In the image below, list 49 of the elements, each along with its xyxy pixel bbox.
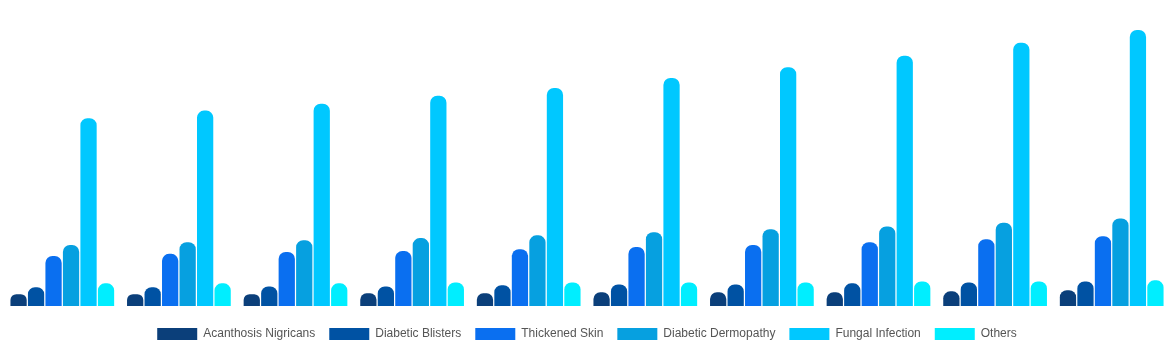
bar	[1129, 30, 1147, 306]
bar	[896, 55, 913, 306]
bar	[529, 235, 546, 306]
bar	[313, 103, 330, 306]
legend-label: Others	[980, 326, 1017, 341]
bar	[546, 87, 564, 306]
bar	[628, 246, 645, 306]
bar	[914, 281, 931, 306]
bar	[430, 95, 447, 306]
bar	[762, 229, 779, 306]
bar	[861, 242, 878, 306]
bar	[412, 238, 429, 306]
bar	[680, 282, 698, 306]
bar	[45, 256, 62, 306]
bar	[447, 282, 464, 306]
bar	[1030, 281, 1047, 306]
bar	[1112, 218, 1129, 306]
bar	[1094, 236, 1112, 306]
legend-label: Acanthosis Nigricans	[203, 326, 316, 341]
bar	[797, 282, 814, 306]
bar	[162, 253, 179, 306]
legend-label: Fungal Infection	[835, 326, 921, 341]
bar	[960, 282, 977, 306]
bar	[780, 67, 797, 306]
bar	[62, 245, 80, 306]
bar	[197, 110, 214, 306]
bar	[511, 249, 529, 306]
legend-label: Thickened Skin	[521, 326, 604, 341]
bar	[645, 232, 663, 306]
bar	[844, 283, 861, 306]
legend-label: Diabetic Blisters	[375, 326, 462, 341]
legend-label: Diabetic Dermopathy	[663, 326, 776, 341]
bar	[331, 283, 348, 306]
bar	[1147, 280, 1164, 306]
bar	[1013, 42, 1030, 306]
bar	[879, 226, 896, 306]
bar	[214, 283, 231, 306]
bar	[296, 240, 313, 306]
bar	[663, 78, 680, 306]
bar	[995, 222, 1012, 306]
bar	[179, 242, 196, 306]
bar	[745, 245, 762, 306]
bar	[395, 251, 412, 306]
bar	[80, 118, 97, 306]
bar	[1077, 281, 1094, 306]
bar	[278, 251, 295, 306]
bar	[564, 282, 581, 306]
bar	[97, 283, 115, 306]
bar	[978, 239, 995, 306]
